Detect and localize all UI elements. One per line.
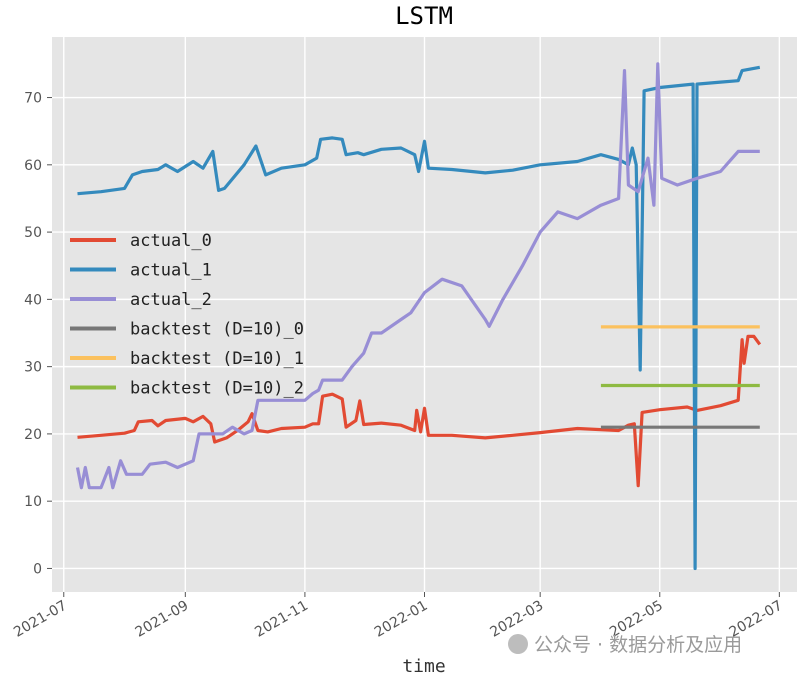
x-tick-label: 2021-09	[133, 598, 192, 641]
y-tick-label: 10	[24, 494, 42, 510]
y-tick-label: 30	[24, 360, 42, 376]
y-tick-label: 0	[33, 561, 42, 577]
wechat-icon	[508, 634, 528, 654]
x-tick-label: 2021-07	[11, 598, 70, 641]
legend: actual_0 actual_1 actual_2 backtest (D=10)_…	[70, 231, 304, 399]
y-tick-label: 70	[24, 91, 42, 107]
watermark-text: 公众号 · 数据分析及应用	[534, 634, 743, 656]
y-tick-label: 20	[24, 427, 42, 443]
legend-label-2: actual_2	[130, 290, 212, 310]
series-layer	[75, 62, 762, 571]
y-tick-label: 60	[24, 158, 42, 174]
grid	[52, 37, 797, 592]
x-axis-label: time	[402, 656, 445, 675]
y-tick-label: 40	[24, 292, 42, 308]
legend-label-4: backtest (D=10)_1	[130, 349, 304, 369]
x-tick-label: 2022-01	[372, 598, 431, 641]
x-tick-label: 2021-11	[252, 598, 311, 641]
y-tick-label: 50	[24, 225, 42, 241]
legend-label-0: actual_0	[130, 231, 212, 251]
chart-title: LSTM	[395, 2, 453, 30]
series-line-0	[77, 334, 762, 488]
legend-label-1: actual_1	[130, 261, 212, 281]
series-line-1	[77, 65, 761, 571]
legend-label-5: backtest (D=10)_2	[130, 379, 304, 399]
watermark: 公众号 · 数据分析及应用	[508, 630, 742, 657]
series-line-2	[75, 62, 760, 490]
legend-label-3: backtest (D=10)_0	[130, 320, 304, 340]
